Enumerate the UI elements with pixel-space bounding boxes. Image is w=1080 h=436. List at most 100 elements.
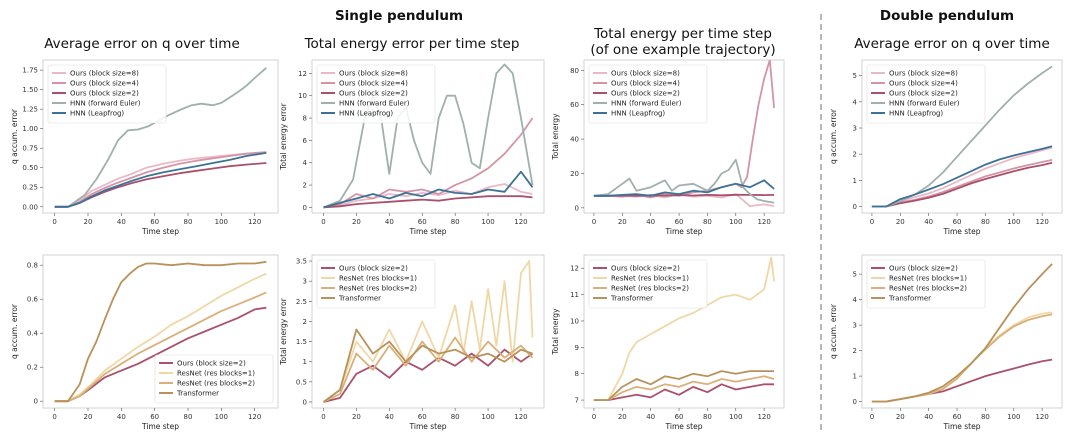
x-tick-label: 40: [924, 218, 933, 226]
legend-box: [866, 64, 986, 124]
title-single-energy: Total energy per time step: [593, 26, 772, 42]
y-tick-label: 0: [575, 204, 579, 212]
y-tick-label: 2: [303, 182, 307, 190]
series-line-resnet-res-blocks-1: [54, 272, 267, 403]
legend-label: HNN (forward Euler): [889, 100, 960, 108]
legend-label: Transformer: [338, 295, 381, 303]
y-tick-label: 3: [303, 278, 307, 286]
x-tick-label: 40: [385, 218, 394, 226]
series-line-resnet-res-blocks-2: [323, 336, 534, 403]
legend-label: Ours (block size=2): [339, 90, 408, 98]
series-line-ours-block-size-8: [54, 151, 267, 208]
x-tick-label: 100: [729, 413, 742, 421]
x-axis-label: Time step: [141, 227, 179, 236]
y-tick-label: 1: [853, 177, 857, 185]
y-tick-label: 8: [303, 115, 307, 123]
legend-label: ResNet (res blocks=2): [889, 285, 967, 293]
x-tick-label: 0: [870, 413, 874, 421]
legend-label: Ours (block size=8): [889, 70, 958, 78]
y-tick-label: 1.5: [296, 338, 307, 346]
legend-box: [588, 259, 708, 309]
legend-label: HNN (forward Euler): [70, 100, 141, 108]
legend-label: HNN (forward Euler): [611, 100, 682, 108]
x-tick-label: 60: [953, 218, 962, 226]
legend-box: [316, 259, 436, 309]
series-line-hnn-forward-euler: [871, 65, 1053, 208]
x-tick-label: 20: [896, 218, 905, 226]
chart-sp_energy_err_top: 0 20 40 60 80 100 120 0 2 4 6 8 10 12 Time step Total e…: [279, 59, 545, 236]
legend-label: Ours (block size=2): [177, 360, 246, 368]
x-tick-label: 0: [321, 218, 325, 226]
y-tick-label: 1: [853, 373, 857, 381]
x-tick-label: 0: [52, 218, 56, 226]
x-tick-label: 40: [924, 413, 933, 421]
y-tick-label: 0.50: [22, 164, 38, 172]
legend-label: HNN (Leapfrog): [889, 110, 943, 118]
legend-label: ResNet (res blocks=2): [177, 380, 255, 388]
y-tick-label: 12: [298, 70, 307, 78]
y-tick-label: 3.5: [296, 258, 307, 266]
x-tick-label: 80: [451, 218, 460, 226]
x-tick-label: 60: [150, 218, 159, 226]
series-line-hnn-leapfrog: [54, 152, 267, 208]
x-tick-label: 60: [418, 218, 427, 226]
legend-label: ResNet (res blocks=2): [339, 285, 417, 293]
legend-box: [588, 64, 708, 124]
y-axis-label: Total energy error: [279, 297, 288, 365]
y-tick-label: 1.75: [22, 67, 38, 75]
legend-label: Ours (block size=2): [611, 90, 680, 98]
x-tick-label: 60: [953, 413, 962, 421]
legend-label: Ours (block size=2): [611, 265, 680, 273]
y-tick-label: 0: [853, 203, 857, 211]
series-line-ours-block-size-2: [871, 161, 1053, 208]
chart-panels: 0 20 40 60 80 100 1200.000.250.500.751.001.251…: [10, 59, 1063, 431]
x-tick-label: 120: [1035, 413, 1048, 421]
x-axis-label: Time step: [665, 227, 703, 236]
y-tick-label: 20: [570, 170, 579, 178]
y-tick-label: 10: [570, 317, 579, 325]
x-tick-label: 60: [418, 413, 427, 421]
y-tick-label: 2: [853, 347, 857, 355]
x-tick-label: 20: [84, 218, 93, 226]
series-line-ours-block-size-2: [593, 383, 775, 402]
x-tick-label: 80: [184, 413, 193, 421]
y-tick-label: 7: [575, 397, 579, 405]
y-tick-label: 11: [570, 291, 579, 299]
y-tick-label: 0.6: [27, 296, 39, 304]
x-tick-label: 20: [352, 413, 361, 421]
x-tick-label: 0: [592, 413, 596, 421]
x-tick-label: 100: [481, 413, 494, 421]
y-tick-label: 2: [303, 318, 307, 326]
y-tick-label: 2: [853, 151, 857, 159]
x-tick-label: 40: [646, 218, 655, 226]
y-axis-label: q accum. error: [10, 303, 19, 359]
legend-label: HNN (Leapfrog): [611, 110, 665, 118]
chart-sp_q_top: 0 20 40 60 80 100 120 0.00 0.25 0.50 0.75 1.00 1.25 1…: [10, 59, 279, 236]
series-line-transformer: [871, 263, 1053, 403]
legend-box: [47, 64, 167, 124]
legend-box: [154, 354, 274, 404]
y-tick-label: 0.4: [27, 330, 39, 338]
legend-label: Ours (block size=2): [70, 90, 139, 98]
legend-label: Ours (block size=8): [70, 70, 139, 78]
legend-label: Ours (block size=4): [611, 80, 680, 88]
x-tick-label: 80: [981, 413, 990, 421]
series-line-ours-block-size-4: [323, 117, 534, 209]
x-tick-label: 80: [184, 218, 193, 226]
y-tick-label: 0: [853, 398, 857, 406]
y-tick-label: 3: [853, 322, 857, 330]
legend-label: Transformer: [610, 295, 653, 303]
y-tick-label: 0.25: [22, 184, 38, 192]
series-line-transformer: [54, 260, 267, 403]
x-tick-label: 40: [117, 413, 126, 421]
y-tick-label: 0.5: [296, 378, 307, 386]
y-tick-label: 9: [575, 344, 579, 352]
series-line-ours-block-size-2: [323, 348, 534, 403]
title-single-energy-error: Total energy error per time step: [304, 36, 520, 52]
legend-label: Ours (block size=2): [339, 265, 408, 273]
x-tick-label: 0: [321, 413, 325, 421]
x-tick-label: 40: [117, 218, 126, 226]
x-tick-label: 120: [514, 218, 527, 226]
x-tick-label: 0: [870, 218, 874, 226]
